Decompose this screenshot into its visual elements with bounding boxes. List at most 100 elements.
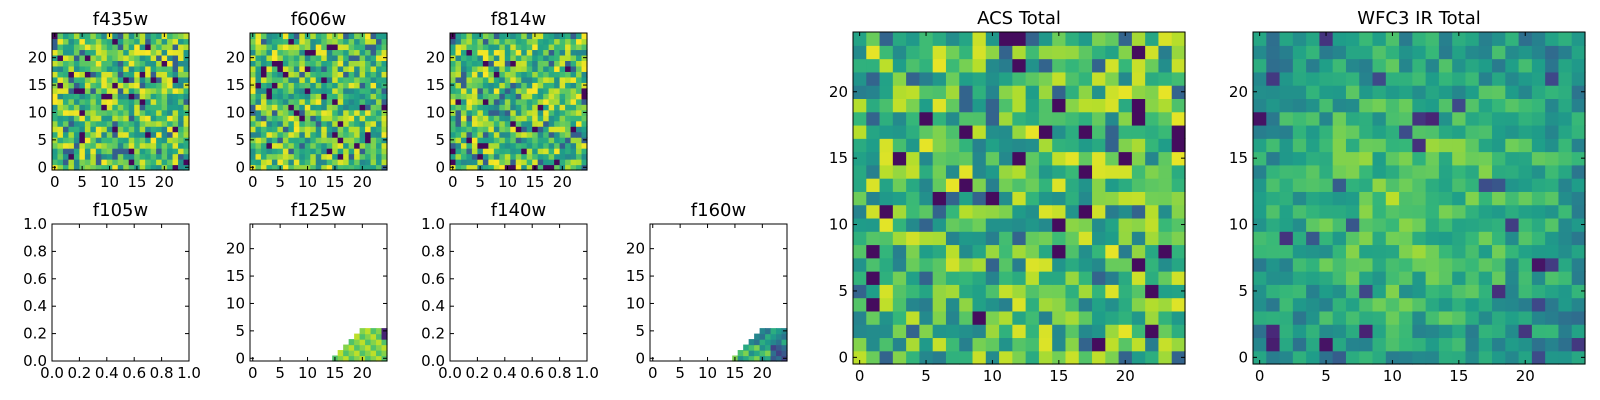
heatmap-cell (343, 159, 349, 165)
heatmap-cell (1412, 152, 1426, 166)
heatmap-cell (327, 99, 333, 105)
heatmap-cell (74, 121, 80, 127)
heatmap-cell (178, 154, 184, 160)
heatmap-cell (1492, 32, 1506, 46)
heatmap-cell (1145, 205, 1159, 219)
heatmap-cell (455, 99, 461, 105)
heatmap-cell (371, 110, 377, 116)
heatmap-cell (332, 154, 338, 160)
y-tick-label: 5 (37, 131, 47, 149)
heatmap-cell (294, 33, 300, 39)
x-tick-label: 15 (1449, 367, 1468, 385)
heatmap-cell (316, 132, 322, 138)
heatmap-cell (68, 71, 74, 77)
heatmap-cell (560, 121, 566, 127)
heatmap-cell (1052, 178, 1066, 192)
heatmap-cell (167, 143, 173, 149)
heatmap-cell (571, 137, 577, 143)
heatmap-cell (565, 49, 571, 55)
heatmap-cell (162, 88, 168, 94)
heatmap-cell (543, 60, 549, 66)
heatmap-cell (919, 152, 933, 166)
heatmap-cell (516, 38, 522, 44)
heatmap-cell (90, 38, 96, 44)
heatmap-cell (477, 115, 483, 121)
heatmap-cell (371, 121, 377, 127)
heatmap-cell (919, 138, 933, 152)
heatmap-cell (576, 77, 582, 83)
heatmap-cell (112, 143, 118, 149)
heatmap-cell (1065, 59, 1079, 73)
heatmap-cell (527, 71, 533, 77)
heatmap-cell (1092, 284, 1106, 298)
heatmap-cell (946, 205, 960, 219)
heatmap-cell (472, 143, 478, 149)
heatmap-cell (1426, 112, 1440, 126)
heatmap-cell (549, 93, 555, 99)
heatmap-cell (332, 77, 338, 83)
heatmap-cell (294, 121, 300, 127)
heatmap-cell (466, 88, 472, 94)
heatmap-cell (1333, 59, 1347, 73)
heatmap-cell (893, 178, 907, 192)
heatmap-cell (1426, 125, 1440, 139)
heatmap-cell (461, 104, 467, 110)
heatmap-cell (986, 218, 1000, 232)
heatmap-cell (1012, 152, 1026, 166)
heatmap-cell (946, 152, 960, 166)
heatmap-cell (532, 66, 538, 72)
heatmap-cell (167, 49, 173, 55)
heatmap-cell (63, 55, 69, 61)
heatmap-cell (571, 55, 577, 61)
heatmap-cell (305, 143, 311, 149)
heatmap-cell (488, 55, 494, 61)
heatmap-cell (376, 104, 382, 110)
panel-f435w: f435w0 5 10 15 2005101520 (28, 9, 190, 191)
heatmap-cell (79, 44, 85, 50)
heatmap-cell (1266, 351, 1280, 365)
heatmap-cell (959, 178, 973, 192)
heatmap-cell (1452, 85, 1466, 99)
heatmap-cell (332, 55, 338, 61)
heatmap-cell (1479, 191, 1493, 205)
heatmap-cell (107, 55, 113, 61)
heatmap-cell (266, 33, 272, 39)
heatmap-cell (360, 82, 366, 88)
heatmap-cell (277, 110, 283, 116)
y-tick-label: 20 (1229, 83, 1248, 101)
x-tick-label: 0 (855, 367, 865, 385)
heatmap-cell (321, 55, 327, 61)
heatmap-cell (118, 93, 124, 99)
heatmap-cell (1306, 258, 1320, 272)
heatmap-cell (466, 93, 472, 99)
heatmap-cell (134, 93, 140, 99)
heatmap-cell (1558, 284, 1572, 298)
heatmap-cell (1558, 45, 1572, 59)
heatmap-cell (327, 88, 333, 94)
heatmap-cell (74, 104, 80, 110)
heatmap-cell (1306, 244, 1320, 258)
heatmap-cell (57, 88, 63, 94)
heatmap-cell (343, 115, 349, 121)
heatmap-cell (1492, 284, 1506, 298)
heatmap-cell (134, 66, 140, 72)
heatmap-cell (549, 38, 555, 44)
heatmap-cell (140, 55, 146, 61)
heatmap-cell (1373, 85, 1387, 99)
heatmap-cell (1439, 85, 1453, 99)
heatmap-cell (338, 154, 344, 160)
heatmap-cell (162, 55, 168, 61)
heatmap-cell (140, 132, 146, 138)
heatmap-cell (760, 334, 766, 340)
heatmap-cell (156, 55, 162, 61)
heatmap-cell (354, 82, 360, 88)
heatmap-cell (134, 148, 140, 154)
heatmap-cell (343, 66, 349, 72)
heatmap-cell (1333, 205, 1347, 219)
heatmap-cell (866, 138, 880, 152)
heatmap-cell (1158, 85, 1172, 99)
heatmap-cell (1266, 231, 1280, 245)
heatmap-cell (1333, 218, 1347, 232)
heatmap-cell (973, 165, 987, 179)
heatmap-cell (123, 115, 129, 121)
